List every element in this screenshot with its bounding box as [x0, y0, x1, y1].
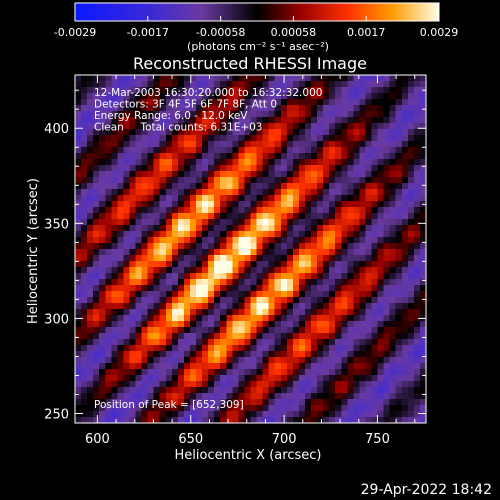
colorbar	[74, 2, 440, 22]
x-axis-label: Heliocentric X (arcsec)	[175, 448, 322, 463]
info-line: Energy Range: 6.0 - 12.0 keV	[94, 110, 248, 122]
x-tick-label: 750	[365, 432, 390, 447]
y-axis-label: Heliocentric Y (arcsec)	[26, 178, 41, 324]
colorbar-tick-label: 0.0029	[420, 26, 459, 39]
info-line: Detectors: 3F 4F 5F 6F 7F 8F, Att 0	[94, 99, 277, 111]
plot-frame	[74, 74, 427, 424]
colorbar-tick-label: -0.0017	[127, 26, 169, 39]
info-line: 12-Mar-2003 16:30:20.000 to 16:32:32.000	[94, 87, 322, 99]
chart-title: Reconstructed RHESSI Image	[133, 54, 367, 73]
peak-position-label: Position of Peak = [652,309]	[94, 399, 244, 411]
colorbar-units-label: (photons cm⁻² s⁻¹ asec⁻²)	[187, 40, 329, 53]
colorbar-tick-label: -0.00058	[196, 26, 245, 39]
y-tick-label: 350	[44, 217, 69, 232]
colorbar-tick-label: -0.0029	[54, 26, 96, 39]
colorbar-tick-label: 0.0017	[347, 26, 386, 39]
y-tick-label: 300	[44, 312, 69, 327]
x-tick-label: 700	[272, 432, 297, 447]
timestamp: 29-Apr-2022 18:42	[361, 482, 492, 498]
heatmap-image	[75, 75, 426, 423]
colorbar-tick-label: 0.00058	[271, 26, 317, 39]
info-line: Clean Total counts: 6.31E+03	[94, 122, 263, 134]
x-tick-label: 600	[85, 432, 110, 447]
y-tick-label: 400	[44, 122, 69, 137]
x-tick-label: 650	[178, 432, 203, 447]
plot-area: 600 650 700 750 250 300 350 400 12-Mar-2003 16:3…	[44, 74, 427, 447]
y-tick-label: 250	[44, 407, 69, 422]
colorbar-ticks: -0.0029 -0.0017 -0.00058 0.00058 0.0017 0.002…	[54, 16, 458, 39]
